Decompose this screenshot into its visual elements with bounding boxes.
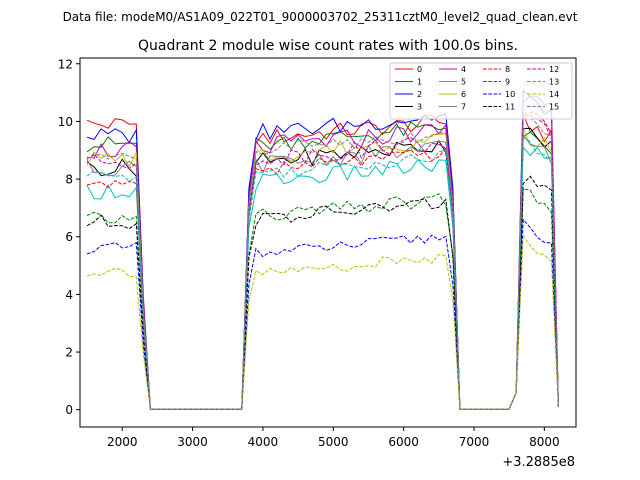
series-line-15 [86,110,559,410]
x-tick-label: 2000 [107,435,138,449]
legend-label-10: 10 [505,90,515,99]
y-tick-label: 8 [65,173,73,187]
legend-label-6: 6 [461,90,466,99]
x-offset-label: +3.2885e8 [502,455,575,470]
legend-label-0: 0 [417,65,422,74]
legend-label-7: 7 [461,103,466,112]
legend-label-1: 1 [417,78,422,87]
figure-suptitle: Data file: modeM0/AS1A09_022T01_90000037… [63,10,578,24]
legend-label-5: 5 [461,78,466,87]
y-tick-label: 4 [65,288,73,302]
legend-label-12: 12 [549,65,559,74]
x-tick-label: 8000 [529,435,560,449]
series-layer [86,89,559,410]
y-tick-label: 12 [58,57,73,71]
y-axis: 0 2 4 6 8 10 12 [58,57,80,417]
legend-label-14: 14 [549,90,559,99]
legend-label-4: 4 [461,65,466,74]
legend-label-8: 8 [505,65,510,74]
legend-label-11: 11 [505,103,515,112]
y-tick-label: 6 [65,230,73,244]
axes-frame [79,57,577,428]
x-tick-label: 3000 [177,435,208,449]
legend-label-9: 9 [505,78,510,87]
y-tick-label: 2 [65,346,73,360]
legend-label-2: 2 [417,90,422,99]
legend-label-15: 15 [549,103,559,112]
x-tick-label: 4000 [248,435,279,449]
y-tick-label: 0 [65,403,73,417]
legend-frame [389,62,573,120]
x-tick-label: 5000 [318,435,349,449]
legend-label-13: 13 [549,78,559,87]
chart-title: Quadrant 2 module wise count rates with … [138,38,518,54]
y-tick-label: 10 [58,115,73,129]
x-tick-label: 6000 [388,435,419,449]
x-tick-label: 7000 [459,435,490,449]
legend-label-3: 3 [417,103,422,112]
x-axis: 2000 3000 4000 5000 6000 7000 8000 [107,427,560,449]
